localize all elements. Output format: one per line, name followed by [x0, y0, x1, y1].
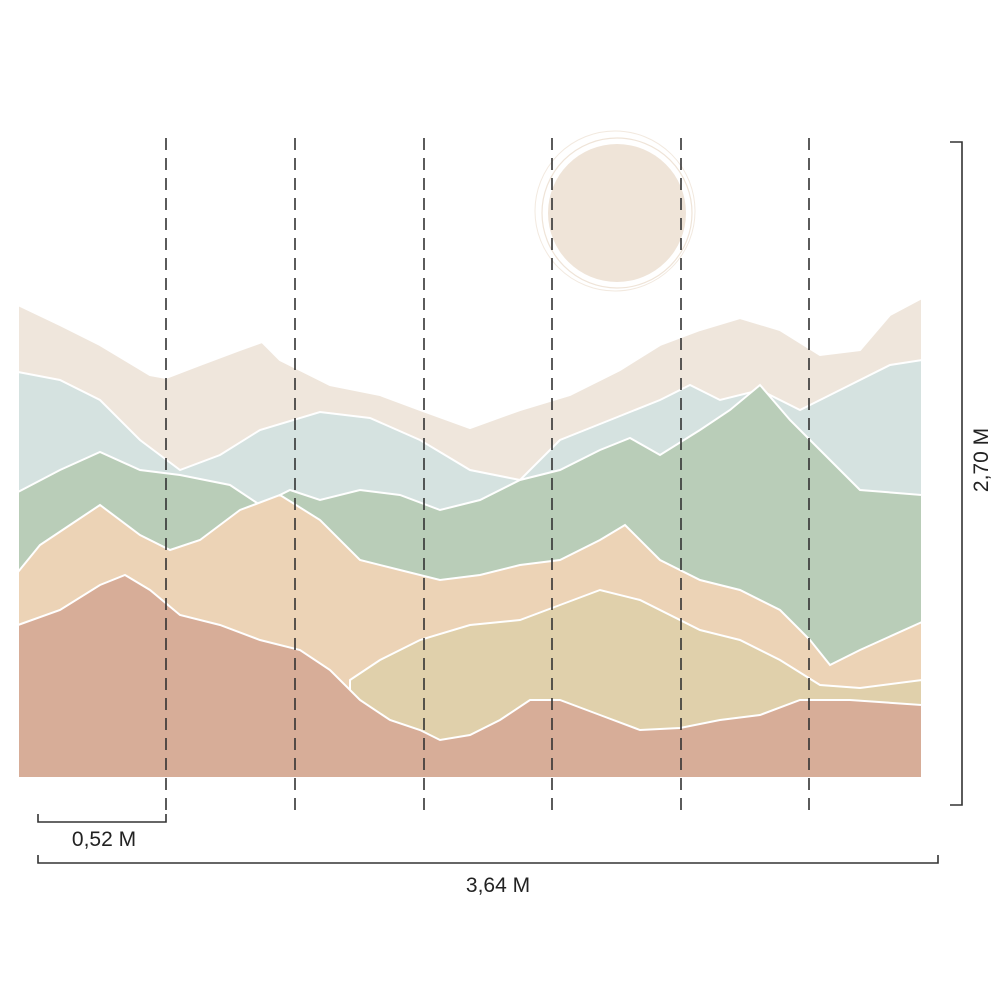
layer-front [17, 573, 923, 779]
panel-width-label: 0,52 M [72, 828, 136, 851]
height-label: 2,70 M [970, 428, 993, 492]
mountains [17, 296, 923, 779]
width-bracket [37, 855, 939, 864]
panel-cut-lines [165, 138, 810, 810]
total-width-label: 3,64 M [466, 874, 530, 897]
panel-bracket [37, 814, 167, 823]
sun [534, 130, 696, 292]
height-bracket [950, 141, 963, 806]
